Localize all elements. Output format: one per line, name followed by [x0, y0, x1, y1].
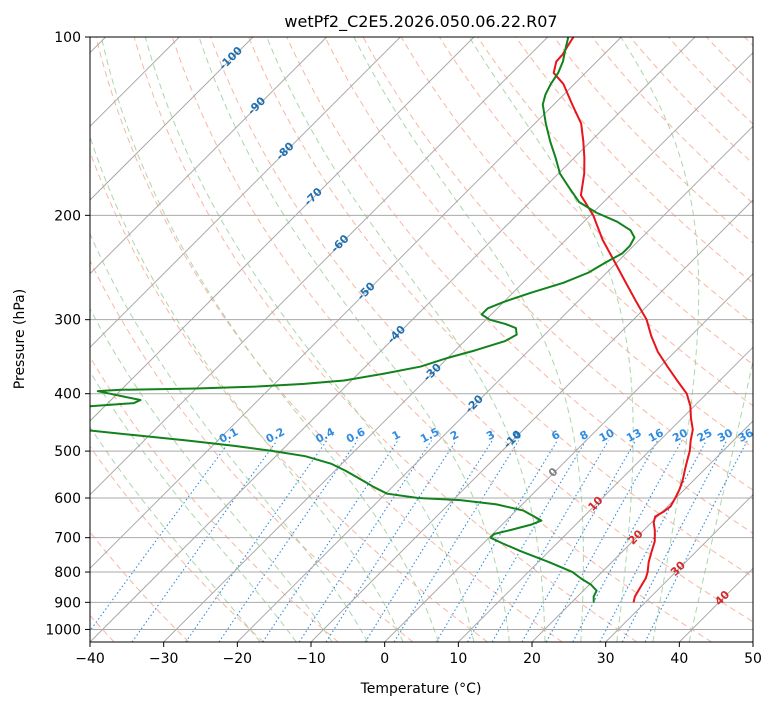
mixing-ratio-line — [262, 440, 399, 642]
dry-adiabat-line — [90, 259, 414, 642]
isotherm-line — [90, 37, 401, 349]
y-axis: 100 200 300 400 500 600 700 800 900 1000 — [45, 30, 90, 638]
x-tick-label: −10 — [296, 651, 326, 667]
x-tick-label: −30 — [149, 651, 179, 667]
x-tick-label: −20 — [223, 651, 253, 667]
moist-adiabat-line — [100, 37, 439, 642]
dry-adiabat-line — [477, 37, 753, 325]
isotherm-line — [605, 493, 753, 642]
y-tick-label: 400 — [54, 387, 81, 403]
mixing-ratio-label: 36 — [736, 426, 756, 445]
isotherm-line — [90, 37, 622, 570]
moist-adiabat-line — [90, 232, 369, 642]
y-tick-label: 100 — [54, 30, 81, 46]
isotherm-line — [457, 346, 753, 642]
y-tick-label: 200 — [54, 208, 81, 224]
x-axis-label: Temperature (°C) — [360, 681, 482, 697]
moist-adiabat-line — [198, 37, 510, 642]
x-tick-label: 10 — [449, 651, 467, 667]
mixing-ratio-line — [218, 440, 358, 642]
x-tick-label: 20 — [523, 651, 541, 667]
y-tick-label: 500 — [54, 444, 81, 460]
mixing-ratio-line — [298, 440, 432, 642]
moist-adiabat-line — [620, 37, 700, 642]
y-tick-label: 300 — [54, 313, 81, 329]
dry-adiabat-line — [210, 37, 753, 623]
mixing-ratio-line — [467, 440, 587, 642]
moist-adiabat-line — [353, 37, 584, 642]
mixing-ratio-label: 16 — [646, 426, 666, 445]
x-tick-label: −40 — [75, 651, 105, 667]
x-tick-label: 40 — [670, 651, 688, 667]
y-tick-label: 1000 — [45, 622, 81, 638]
dry-adiabat-line — [95, 37, 563, 642]
mixing-ratio-line — [521, 440, 637, 642]
isotherm-line — [384, 272, 753, 642]
mixing-ratio-line — [364, 440, 493, 642]
isotherm-line — [163, 51, 753, 642]
dry-adiabat-line — [171, 37, 712, 642]
mixing-ratio-line — [325, 440, 457, 642]
mixing-ratio-line — [131, 440, 278, 642]
mixing-ratio-line — [545, 440, 659, 642]
mixing-ratio-lines — [90, 440, 748, 642]
mixing-ratio-label: 13 — [624, 426, 644, 445]
x-tick-label: 0 — [380, 651, 389, 667]
plot-frame — [89, 36, 754, 643]
dewpoint-profile-line — [90, 37, 636, 603]
mixing-ratio-label: 10 — [597, 426, 617, 445]
y-tick-label: 800 — [54, 565, 81, 581]
mixing-ratio-label: 20 — [670, 426, 690, 445]
isotherm-line — [90, 37, 549, 496]
y-tick-label: 700 — [54, 531, 81, 547]
x-tick-label: 30 — [597, 651, 615, 667]
mixing-ratio-line — [572, 440, 683, 642]
dry-adiabat-line — [90, 445, 264, 642]
dry-adiabat-line — [591, 37, 753, 204]
moist-adiabat-line — [90, 135, 404, 642]
isotherm-line — [90, 37, 696, 642]
isotherm-line — [236, 125, 753, 642]
sounding-profiles — [90, 37, 694, 603]
moist-adiabat-line — [688, 358, 753, 642]
y-tick-label: 600 — [54, 491, 81, 507]
mixing-ratio-line — [644, 440, 748, 642]
dry-adiabat-line — [629, 37, 753, 165]
mixing-ratio-label: 25 — [695, 426, 715, 445]
isotherm-line — [310, 199, 753, 642]
dry-adiabat-line — [515, 37, 753, 284]
x-tick-label: 50 — [744, 651, 762, 667]
isotherm-line — [531, 420, 753, 642]
dry-adiabat-line — [248, 37, 753, 578]
isotherms — [90, 37, 753, 642]
moist-adiabat-line — [144, 37, 475, 642]
isotherm-line — [90, 37, 328, 275]
x-axis: −40 −30 −20 −10 0 10 20 30 40 50 — [75, 642, 762, 667]
y-axis-label: Pressure (hPa) — [12, 289, 28, 389]
chart-title: wetPf2_C2E5.2026.050.06.22.R07 — [284, 12, 557, 32]
y-tick-label: 900 — [54, 595, 81, 611]
isotherm-line — [90, 37, 475, 422]
mixing-ratio-line — [185, 440, 328, 642]
plot-area: 0.1 0.2 0.4 0.6 1 1.5 2 3 4 6 8 10 13 16 20 25 30 36-100-… — [90, 37, 756, 642]
dry-adiabat-line — [324, 37, 753, 491]
mixing-ratio-line — [90, 440, 231, 632]
mixing-ratio-line — [435, 440, 558, 642]
temperature-profile-line — [552, 37, 694, 603]
mixing-ratio-label: 30 — [715, 426, 735, 445]
moist-adiabat-line — [266, 37, 546, 642]
dry-adiabat-line — [400, 37, 753, 407]
isotherm-line — [90, 37, 254, 201]
